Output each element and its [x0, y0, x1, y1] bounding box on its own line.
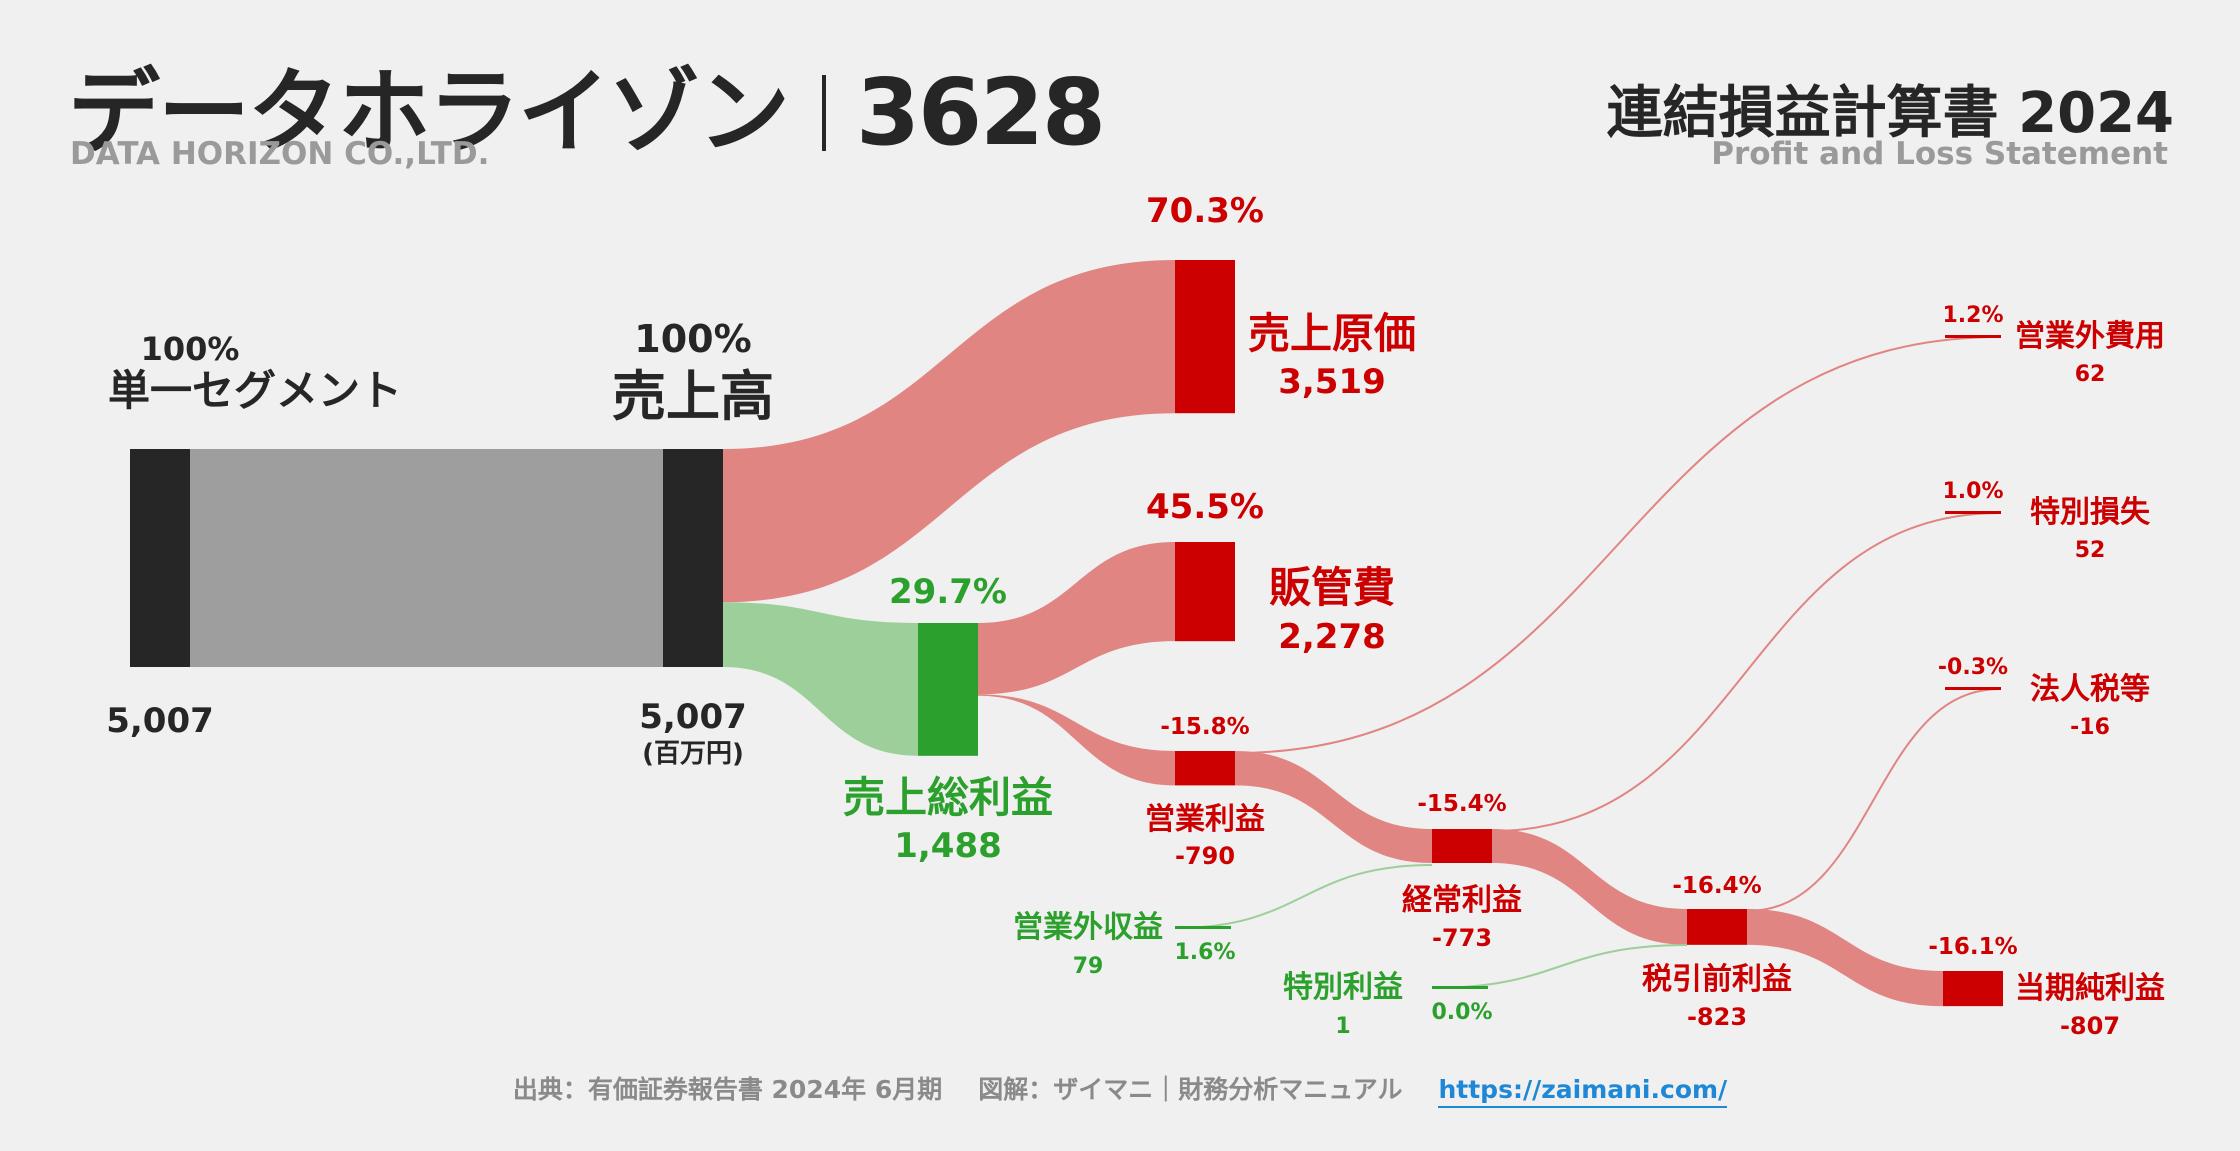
label-op-value: -790	[1175, 842, 1235, 870]
statement-subtitle: Profit and Loss Statement	[1711, 136, 2168, 172]
flow-gross-sga	[978, 542, 1175, 695]
company-name-en: DATA HORIZON CO.,LTD.	[70, 136, 490, 172]
flow-segment-revenue	[190, 449, 663, 667]
flow-op-nonop-exp	[1234, 336, 2001, 754]
flow-ordinary-pretax	[1492, 829, 1687, 945]
label-revenue-name: 売上高	[612, 365, 774, 428]
node-sga	[1175, 542, 1235, 642]
node-tax	[1945, 687, 2001, 690]
node-op	[1175, 751, 1235, 786]
node-segment	[130, 449, 190, 667]
label-cogs-value: 3,519	[1278, 362, 1386, 402]
label-nonop-exp-value: 62	[2075, 362, 2106, 387]
node-gross	[918, 623, 978, 756]
node-nonop-inc	[1175, 926, 1231, 929]
page-title: データホライゾン 3628	[68, 38, 1106, 171]
title-separator	[822, 74, 827, 151]
label-net-name: 当期純利益	[2015, 971, 2165, 1006]
node-extra-gain	[1432, 986, 1488, 989]
node-net	[1943, 971, 2003, 1007]
statement-title: 連結損益計算書 2024	[1606, 81, 2174, 146]
label-extra-loss-pct: 1.0%	[1942, 479, 2003, 504]
node-revenue	[663, 449, 723, 667]
label-tax-pct: -0.3%	[1938, 655, 2008, 680]
stock-code: 3628	[856, 59, 1106, 166]
label-tax-value: -16	[2070, 715, 2110, 740]
label-segment-value: 5,007	[106, 701, 214, 741]
label-net-value: -807	[2060, 1012, 2120, 1040]
flow-op-ordinary	[1235, 751, 1432, 863]
label-extra-gain-name: 特別利益	[1283, 970, 1403, 1005]
source-text: 出典：有価証券報告書 2024年 6月期	[512, 1075, 943, 1104]
label-extra-loss-name: 特別損失	[2030, 495, 2151, 530]
flow-extra-gain-pretax	[1431, 944, 1688, 989]
label-op-pct: -15.8%	[1160, 714, 1249, 740]
label-gross-value: 1,488	[894, 826, 1002, 866]
label-segment-pct: 100%	[141, 330, 240, 368]
label-extra-loss-value: 52	[2075, 538, 2106, 563]
label-gross-pct: 29.7%	[889, 572, 1007, 612]
label-revenue-pct: 100%	[634, 317, 751, 361]
label-ordinary-value: -773	[1432, 924, 1492, 952]
label-sga-name: 販管費	[1269, 563, 1395, 612]
label-nonop-inc-value: 79	[1073, 954, 1104, 979]
flow-revenue-cogs	[723, 260, 1175, 603]
company-name: データホライゾン	[68, 59, 790, 166]
footer: 出典：有価証券報告書 2024年 6月期 図解：ザイマニ｜財務分析マニュアル htt…	[0, 1070, 2240, 1108]
label-cogs-pct: 70.3%	[1146, 191, 1264, 231]
label-extra-gain-value: 1	[1335, 1014, 1350, 1039]
label-segment-name: 単一セグメント	[108, 366, 402, 415]
label-unit: (百万円)	[642, 739, 744, 769]
label-pretax-pct: -16.4%	[1672, 873, 1761, 899]
node-nonop-exp	[1945, 335, 2001, 338]
flow-nonop-inc-ordinary	[1174, 864, 1433, 929]
flow-revenue-gross	[723, 602, 918, 756]
node-extra-loss	[1945, 511, 2001, 514]
label-net-pct: -16.1%	[1928, 934, 2017, 960]
label-sga-value: 2,278	[1278, 617, 1386, 657]
credit-text: 図解：ザイマニ｜財務分析マニュアル	[978, 1075, 1403, 1104]
label-nonop-inc-name: 営業外収益	[1013, 910, 1163, 945]
label-ordinary-name: 経常利益	[1402, 883, 1522, 918]
label-gross-name: 売上総利益	[843, 773, 1053, 822]
site-link[interactable]: https://zaimani.com/	[1438, 1075, 1728, 1108]
node-ordinary	[1432, 829, 1492, 863]
node-cogs	[1175, 260, 1235, 414]
label-ordinary-pct: -15.4%	[1417, 791, 1506, 817]
label-cogs-name: 売上原価	[1248, 309, 1416, 358]
label-nonop-exp-pct: 1.2%	[1942, 303, 2003, 328]
label-nonop-inc-pct: 1.6%	[1174, 940, 1235, 965]
label-nonop-exp-name: 営業外費用	[2015, 319, 2165, 354]
label-extra-gain-pct: 0.0%	[1431, 1000, 1492, 1025]
flow-pretax-net	[1747, 909, 1943, 1007]
label-tax-name: 法人税等	[2030, 672, 2150, 707]
label-pretax-name: 税引前利益	[1642, 962, 1792, 997]
flow-ordinary-extra-loss	[1491, 512, 2001, 832]
node-pretax	[1687, 909, 1747, 945]
label-op-name: 営業利益	[1145, 802, 1265, 837]
label-pretax-value: -823	[1687, 1003, 1747, 1031]
flow-gross-op	[978, 694, 1175, 786]
flow-pretax-tax	[1746, 688, 2001, 912]
label-sga-pct: 45.5%	[1146, 487, 1264, 527]
label-revenue-value: 5,007	[639, 697, 747, 737]
